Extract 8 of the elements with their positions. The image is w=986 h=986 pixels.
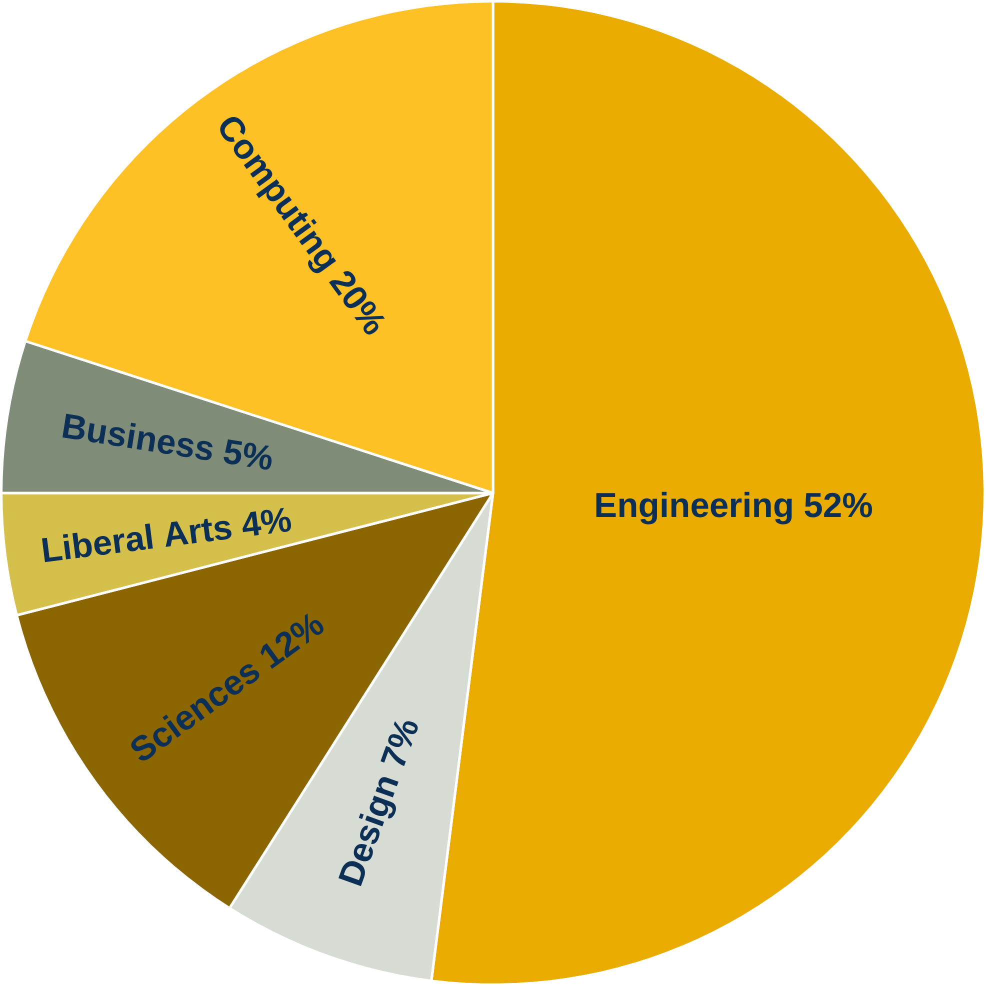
data-label: 7% (380, 721, 418, 766)
data-label: 5% (224, 439, 272, 470)
slice-label: Engineering (596, 492, 792, 524)
slice-label: Business (62, 414, 213, 460)
data-label: 52% (804, 492, 872, 518)
data-label: 12% (260, 614, 324, 669)
data-label: 4% (242, 508, 292, 536)
slice-label: Liberal Arts (42, 518, 232, 562)
